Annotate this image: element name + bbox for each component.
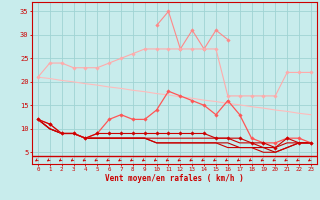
X-axis label: Vent moyen/en rafales ( km/h ): Vent moyen/en rafales ( km/h ) [105,174,244,183]
